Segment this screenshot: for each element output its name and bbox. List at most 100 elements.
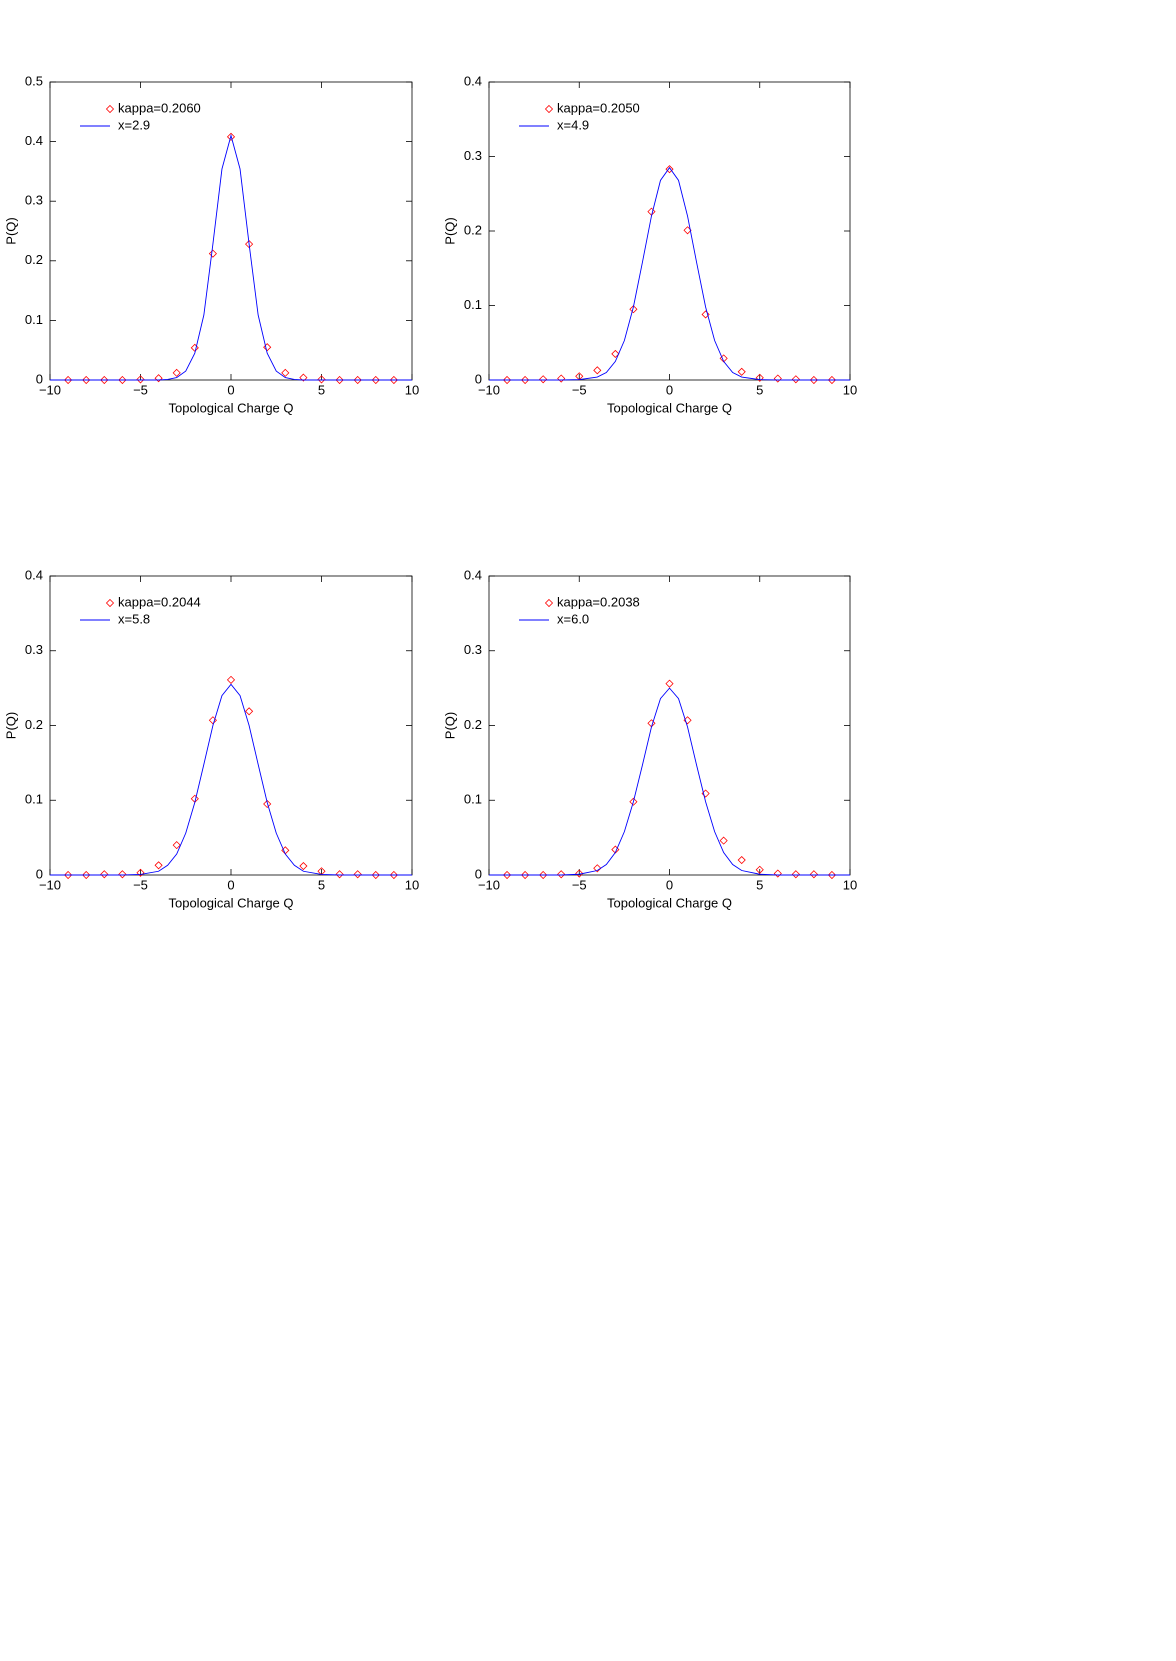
y-tick-label: 0.4 [25,133,43,148]
x-tick-label: −10 [478,877,500,892]
y-tick-label: 0.2 [25,717,43,732]
plot-frame [49,81,413,381]
y-axis-title: P(Q) [3,217,18,244]
y-tick-label: 0.4 [464,73,482,88]
plot-frame [488,81,851,381]
x-axis-title: Topological Charge Q [607,895,732,910]
data-point [665,165,674,174]
data-point [539,375,548,384]
data-point [118,870,127,879]
data-point [502,870,512,880]
data-point [773,869,782,878]
data-point [827,870,837,880]
y-tick-label: 0.4 [464,567,482,582]
data-point [172,368,181,377]
legend-marker [544,104,554,114]
data-point [263,343,272,352]
y-tick-label: 0.2 [464,717,482,732]
x-tick-label: −10 [39,382,61,397]
y-tick-label: 0.3 [25,642,43,657]
y-tick-label: 0.2 [464,222,482,237]
data-point [353,870,362,879]
legend-label: kappa=0.2038 [557,594,640,609]
data-point [154,374,163,383]
y-tick-label: 0.1 [25,792,43,807]
data-point [502,375,512,385]
data-point [629,797,638,806]
x-tick-label: −10 [39,877,61,892]
y-tick-label: 0.3 [464,148,482,163]
y-tick-label: 0.3 [25,193,43,208]
data-point [353,375,362,385]
data-point [665,679,674,688]
data-point [118,375,127,385]
fit-curve [50,133,412,381]
x-tick-label: 10 [405,877,419,892]
x-axis-title: Topological Charge Q [168,400,293,415]
data-point [611,349,620,358]
data-point [809,375,818,385]
x-tick-label: −5 [133,877,148,892]
y-tick-label: 0.1 [25,312,43,327]
data-point [593,864,602,873]
x-tick-label: −5 [572,382,587,397]
data-point [755,865,764,874]
x-axis-title: Topological Charge Q [168,895,293,910]
data-point [100,375,109,385]
data-point [629,305,638,314]
legend-label: kappa=0.2044 [118,594,201,609]
data-point [245,707,254,716]
plot-frame [488,575,851,876]
x-tick-label: 0 [666,877,673,892]
data-point [773,374,782,383]
y-tick-label: 0.4 [25,567,43,582]
data-point [299,861,308,871]
data-point [299,373,308,382]
data-point [647,207,656,216]
data-point [557,870,566,879]
y-tick-label: 0 [36,371,43,386]
y-tick-label: 0.1 [464,297,482,312]
x-tick-label: 0 [227,877,234,892]
data-point [371,870,380,880]
data-point [389,870,398,880]
data-point [263,799,272,809]
y-tick-label: 0.1 [464,792,482,807]
data-point [701,310,710,319]
fit-curve [489,687,850,876]
data-point [737,855,746,865]
x-tick-label: 10 [405,382,419,397]
x-axis-title: Topological Charge Q [607,400,732,415]
y-tick-label: 0 [475,866,482,881]
legend-label: x=6.0 [557,611,589,626]
data-point [281,368,290,377]
x-tick-label: −10 [478,382,500,397]
legend-label: kappa=0.2060 [118,100,201,115]
x-tick-label: 10 [843,382,857,397]
x-tick-label: 0 [227,382,234,397]
y-tick-label: 0.2 [25,252,43,267]
fit-curve [489,166,850,381]
legend-marker [544,598,554,608]
data-point [719,836,728,845]
data-point [82,870,91,880]
data-point [791,375,800,384]
data-point [226,132,236,141]
data-point [82,375,91,385]
x-tick-label: 0 [666,382,673,397]
data-point [827,375,837,385]
fit-curve [50,683,412,876]
x-tick-label: 5 [318,382,325,397]
data-point [64,870,73,880]
x-tick-label: 5 [318,877,325,892]
y-axis-title: P(Q) [442,217,457,244]
y-axis-title: P(Q) [3,712,18,739]
data-point [557,374,566,383]
data-point [172,841,181,850]
data-point [335,870,344,879]
y-tick-label: 0.3 [464,642,482,657]
x-tick-label: −5 [133,382,148,397]
chart-panel: −10 −5 0 5 10 0 0.1 0.2 0.3 0.4 Topological Charge… [442,73,857,415]
y-tick-label: 0 [36,866,43,881]
